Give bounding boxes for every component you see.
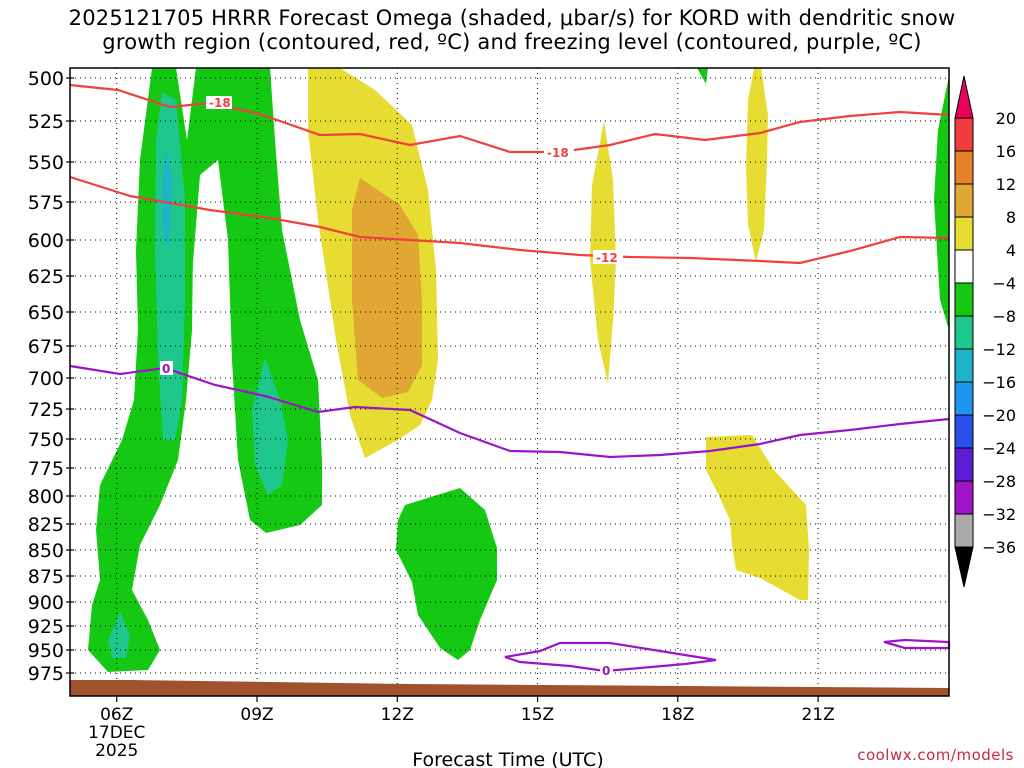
y-tick-label: 950 [28, 640, 64, 662]
omega-core-cyan [162, 150, 172, 250]
colorbar-label: −8 [992, 307, 1016, 326]
contour-label-minus-18-b: -18 [547, 146, 569, 160]
colorbar-label: 4 [1006, 241, 1016, 260]
omega-region-upward-arch [176, 68, 322, 533]
colorbar-label: 16 [996, 142, 1016, 161]
omega-region-sinking-18z [706, 435, 809, 600]
omega-streak-19z [746, 68, 768, 262]
plot-frame [69, 67, 950, 697]
omega-core-teal-2 [252, 358, 288, 495]
colorbar-swatch [954, 315, 974, 350]
contour-label-minus-12: -12 [596, 251, 618, 265]
colorbar-label: −4 [992, 274, 1016, 293]
colorbar-swatch [954, 480, 974, 515]
colorbar-top-arrow [954, 75, 974, 119]
colorbar-bottom-arrow [954, 546, 974, 588]
colorbar-swatch [954, 414, 974, 449]
y-tick-label: 800 [28, 486, 64, 508]
colorbar-swatch [954, 282, 974, 317]
colorbar-label: −12 [982, 340, 1016, 359]
y-tick-label: 550 [28, 152, 64, 174]
terrain-strip [70, 680, 949, 696]
y-tick-label: 500 [28, 68, 64, 90]
colorbar-swatch [954, 117, 974, 152]
contour-label-minus-18-a: -18 [209, 96, 231, 110]
chart-title: 2025121705 HRRR Forecast Omega (shaded, … [0, 6, 1024, 54]
y-axis: 500 525 550 575 600 625 650 675 700 725 750 775 800 8… [28, 68, 74, 685]
colorbar-swatch [954, 513, 974, 548]
colorbar-label: −36 [982, 538, 1016, 557]
y-tick-label: 625 [28, 266, 64, 288]
colorbar-label: −32 [982, 505, 1016, 524]
omega-core-teal-3 [108, 612, 130, 658]
y-tick-label: 775 [28, 458, 64, 480]
contour-minus-12 [69, 175, 950, 265]
colorbar-label: 12 [996, 175, 1016, 194]
contour-label-zero-b: 0 [602, 664, 610, 678]
credit-text: coolwx.com/models [857, 746, 1014, 764]
omega-patch-top-18z [697, 68, 708, 84]
contour-label-zero-a: 0 [162, 362, 170, 376]
title-line-2: growth region (contoured, red, ºC) and f… [102, 30, 922, 54]
omega-shading [88, 68, 949, 672]
colorbar-swatch [954, 249, 974, 284]
contour-zero-surface [504, 641, 717, 673]
x-tick-date: 17DEC [88, 723, 145, 743]
x-tick-label: 12Z [381, 705, 414, 725]
colorbar-label: 20 [996, 109, 1016, 128]
y-tick-label: 925 [28, 616, 64, 638]
title-line-1: 2025121705 HRRR Forecast Omega (shaded, … [68, 6, 956, 30]
x-tick-label: 18Z [661, 705, 694, 725]
colorbar-swatch [954, 183, 974, 218]
y-tick-label: 725 [28, 399, 64, 421]
y-tick-label: 575 [28, 192, 64, 214]
y-tick-label: 850 [28, 540, 64, 562]
x-tick-year: 2025 [95, 741, 138, 761]
y-tick-label: 900 [28, 592, 64, 614]
colorbar-swatch [954, 348, 974, 383]
colorbar-label: −20 [982, 406, 1016, 425]
y-tick-label: 675 [28, 336, 64, 358]
omega-patch-right-edge [934, 76, 949, 330]
colorbar-label: 8 [1006, 208, 1016, 227]
contour-zero-main [69, 364, 950, 459]
x-tick-label: 15Z [521, 705, 554, 725]
y-tick-label: 525 [28, 111, 64, 133]
x-tick-label: 06Z [100, 705, 133, 725]
omega-region-upward-lowlevel [396, 488, 497, 660]
y-tick-label: 650 [28, 302, 64, 324]
x-axis-label: Forecast Time (UTC) [412, 749, 603, 768]
colorbar-swatch [954, 216, 974, 251]
colorbar: 20 16 12 8 4 −4 −8 −12 −16 −20 −24 −28 −32 −36 [954, 75, 1016, 588]
y-tick-label: 750 [28, 429, 64, 451]
colorbar-label: −28 [982, 472, 1016, 491]
y-tick-label: 825 [28, 514, 64, 536]
y-tick-label: 875 [28, 566, 64, 588]
y-tick-label: 975 [28, 663, 64, 685]
colorbar-swatch [954, 381, 974, 416]
x-tick-label: 21Z [801, 705, 834, 725]
y-tick-label: 600 [28, 230, 64, 252]
colorbar-label: −16 [982, 373, 1016, 392]
contour-labels: -18 -18 -12 0 0 [160, 96, 623, 678]
colorbar-swatch [954, 447, 974, 482]
colorbar-swatch [954, 150, 974, 185]
colorbar-label: −24 [982, 439, 1016, 458]
omega-core-teal-1 [155, 92, 185, 440]
x-tick-label: 09Z [240, 705, 273, 725]
y-tick-label: 700 [28, 368, 64, 390]
omega-region-sinking-core [352, 178, 422, 398]
